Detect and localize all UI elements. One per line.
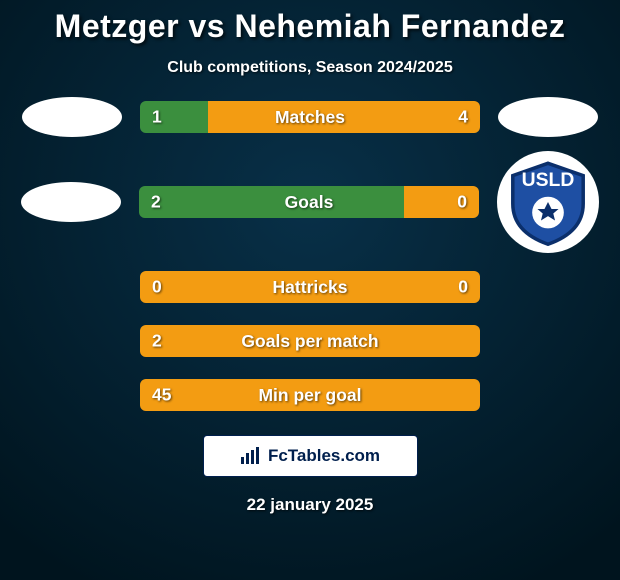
bar-right bbox=[404, 186, 479, 218]
player-right-avatar bbox=[498, 97, 598, 137]
player-left-avatar bbox=[22, 97, 122, 137]
bar-value-left: 45 bbox=[152, 385, 171, 406]
footer-date: 22 january 2025 bbox=[0, 495, 620, 515]
bars-icon bbox=[240, 447, 262, 465]
player-left-club-avatar bbox=[21, 182, 121, 222]
bar-right bbox=[208, 101, 480, 133]
bar-value-left: 2 bbox=[151, 192, 161, 213]
crest-text: USLD bbox=[522, 169, 575, 191]
bar-value-left: 0 bbox=[152, 277, 162, 298]
bar-value-right: 0 bbox=[458, 277, 468, 298]
bar-left bbox=[140, 379, 480, 411]
row-matches: 1 Matches 4 bbox=[0, 97, 620, 137]
bar-value-right: 4 bbox=[458, 107, 468, 128]
row-hattricks: 0 Hattricks 0 bbox=[0, 267, 620, 307]
row-min-per-goal: 45 Min per goal bbox=[0, 375, 620, 415]
row-goals: 2 Goals 0 USLD bbox=[0, 151, 620, 253]
bar-value-left: 2 bbox=[152, 331, 162, 352]
usld-crest-icon: USLD bbox=[504, 158, 592, 246]
row-goals-per-match: 2 Goals per match bbox=[0, 321, 620, 361]
bar-matches: 1 Matches 4 bbox=[140, 101, 480, 133]
bar-left bbox=[140, 271, 480, 303]
bar-left bbox=[140, 325, 480, 357]
footer-brand-badge: FcTables.com bbox=[203, 435, 418, 477]
bar-left bbox=[140, 101, 208, 133]
player-right-club-badge: USLD bbox=[497, 151, 599, 253]
bar-value-left: 1 bbox=[152, 107, 162, 128]
bar-left bbox=[139, 186, 404, 218]
bar-goals-per-match: 2 Goals per match bbox=[140, 325, 480, 357]
footer-brand-text: FcTables.com bbox=[268, 446, 380, 466]
bar-goals: 2 Goals 0 bbox=[139, 186, 479, 218]
bar-value-right: 0 bbox=[457, 192, 467, 213]
bar-hattricks: 0 Hattricks 0 bbox=[140, 271, 480, 303]
bar-min-per-goal: 45 Min per goal bbox=[140, 379, 480, 411]
page-title: Metzger vs Nehemiah Fernandez bbox=[0, 8, 620, 45]
page-subtitle: Club competitions, Season 2024/2025 bbox=[0, 59, 620, 77]
